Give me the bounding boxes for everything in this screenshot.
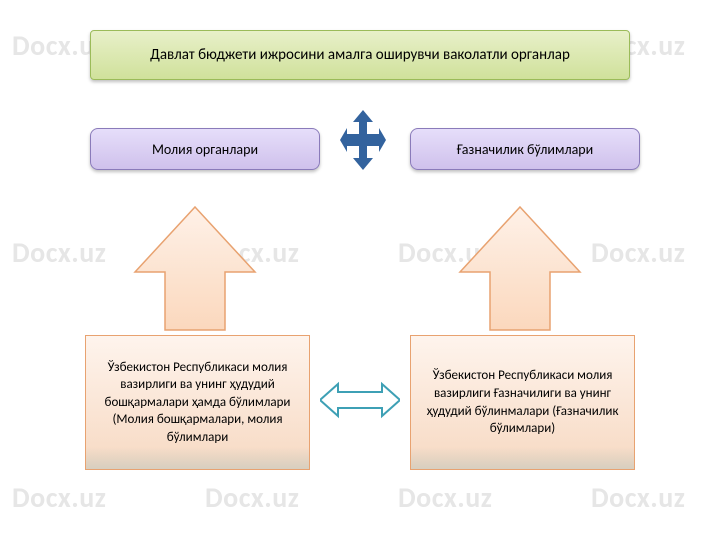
box-footer-band xyxy=(86,447,309,469)
watermark: Docx.uz xyxy=(12,480,106,515)
pill-treasury-depts: Ғазначилик бўлимлари xyxy=(410,128,640,170)
description-finance-text: Ўзбекистон Республикаси молия вазирлиги … xyxy=(96,359,299,447)
watermark: Docx.uz xyxy=(591,235,685,270)
watermark: Docx.uz xyxy=(205,480,299,515)
pill-left-label: Молия органлари xyxy=(152,141,258,158)
watermark: Docx.uz xyxy=(12,235,106,270)
four-way-arrow-icon xyxy=(340,110,386,170)
pill-finance-organs: Молия органлари xyxy=(90,128,320,170)
up-arrow-right-icon xyxy=(455,202,585,332)
box-footer-band xyxy=(411,447,634,469)
pill-right-label: Ғазначилик бўлимлари xyxy=(457,141,593,158)
double-arrow-icon xyxy=(320,380,400,420)
description-treasury: Ўзбекистон Республикаси молия вазирлиги … xyxy=(410,335,635,470)
up-arrow-left-icon xyxy=(130,202,260,332)
watermark: Docx.uz xyxy=(591,480,685,515)
title-text: Давлат бюджети ижросини амалга оширувчи … xyxy=(150,46,570,64)
description-finance: Ўзбекистон Республикаси молия вазирлиги … xyxy=(85,335,310,470)
description-treasury-text: Ўзбекистон Республикаси молия вазирлиги … xyxy=(421,367,624,437)
title-box: Давлат бюджети ижросини амалга оширувчи … xyxy=(90,30,630,80)
watermark: Docx.uz xyxy=(398,480,492,515)
